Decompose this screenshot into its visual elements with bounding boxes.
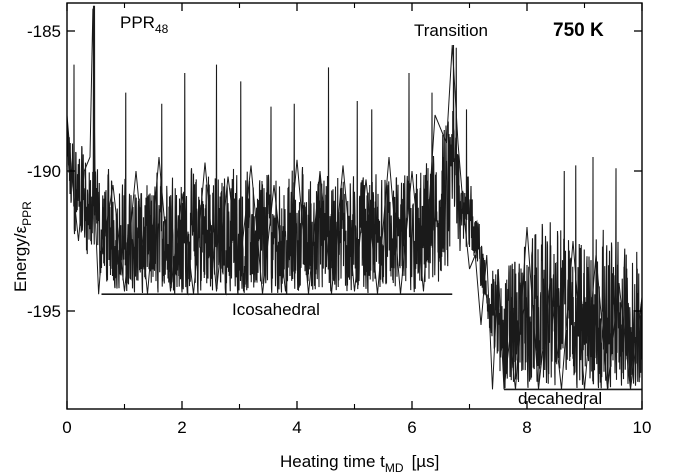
energy-trace — [66, 5, 643, 391]
x-tick-label: 0 — [62, 418, 71, 437]
x-tick-label: 4 — [292, 418, 301, 437]
energy-series-anchor-line — [66, 8, 643, 390]
x-axis-label: Heating time tMD [µs] — [280, 452, 439, 474]
system-label-sub: 48 — [155, 22, 169, 36]
temperature-label: 750 K — [553, 20, 604, 41]
x-tick-label: 6 — [407, 418, 416, 437]
x-tick-label: 8 — [522, 418, 531, 437]
y-tick-label: -195 — [27, 302, 61, 321]
annotation-transition: Transition — [414, 21, 488, 40]
y-axis-label-sub: PPR — [20, 201, 34, 226]
x-axis-label-unit: [µs] — [412, 452, 440, 471]
axis-ticks: 0 2 4 6 8 10 -185 -190 -195 — [27, 3, 651, 437]
annotation-decahedral: decahedral — [518, 389, 602, 408]
annotation-icosahedral: Icosahedral — [232, 300, 320, 319]
system-label-main: PPR — [120, 13, 155, 32]
x-tick-label: 2 — [177, 418, 186, 437]
system-label: PPR48 — [120, 13, 169, 36]
y-tick-label: -185 — [27, 22, 61, 41]
y-axis-label: Energy/εPPR — [11, 201, 34, 292]
x-axis-label-main: Heating time t — [280, 452, 385, 471]
y-tick-label: -190 — [27, 162, 61, 181]
energy-series-line — [66, 5, 643, 389]
y-axis-label-main: Energy/ε — [11, 225, 30, 292]
x-tick-label: 10 — [633, 418, 652, 437]
x-axis-label-sub: MD — [385, 461, 404, 474]
